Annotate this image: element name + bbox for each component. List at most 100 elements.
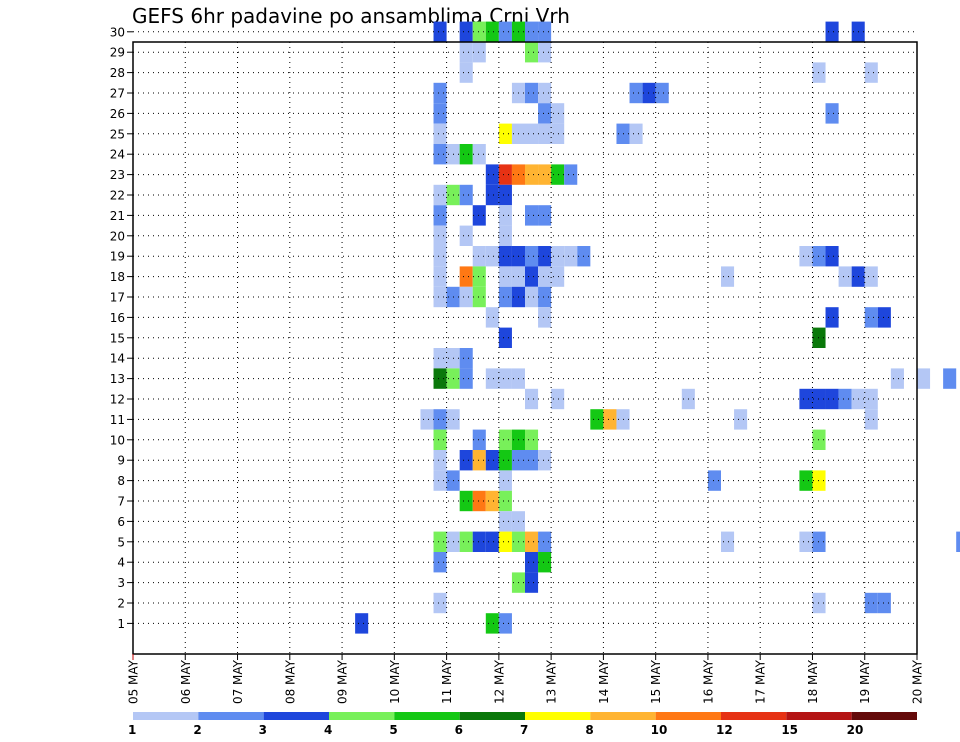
y-tick-label: 9 [117, 454, 125, 468]
y-tick-label: 30 [110, 25, 125, 39]
heatmap-cell [538, 307, 552, 328]
heatmap-cell [812, 327, 826, 348]
heatmap-cell [525, 429, 539, 450]
heatmap-cell [812, 62, 826, 83]
heatmap-cell [538, 164, 552, 185]
y-tick-label: 25 [110, 127, 125, 141]
y-tick-label: 16 [110, 311, 125, 325]
y-tick-label: 23 [110, 168, 125, 182]
heatmap-cell [485, 531, 499, 552]
heatmap-cell [538, 450, 552, 471]
heatmap-cell [498, 613, 512, 634]
heatmap-cell [838, 388, 852, 410]
heatmap-cell [538, 266, 552, 287]
heatmap-cell [551, 266, 565, 287]
heatmap-cell [825, 103, 839, 124]
legend-label: 6 [455, 723, 463, 737]
y-tick-label: 13 [110, 372, 125, 386]
x-axis-ticks: 05 MAY 06 MAY 07 MAY 08 MAY 09 MAY 10 MAY 11 M… [127, 654, 925, 704]
heatmap-cell [525, 123, 539, 144]
heatmap-cell [433, 592, 447, 614]
legend-swatch [133, 712, 199, 720]
heatmap-cell [864, 409, 878, 430]
heatmap-cell [355, 613, 369, 634]
y-tick-label: 6 [117, 515, 125, 529]
heatmap-cell [812, 470, 826, 491]
heatmap-cell [538, 246, 552, 267]
y-tick-label: 26 [110, 107, 125, 121]
y-tick-label: 17 [110, 291, 125, 305]
y-tick-label: 2 [117, 597, 125, 611]
legend-swatch [590, 712, 656, 720]
heatmap-cells [355, 21, 960, 634]
heatmap-cell [498, 123, 512, 144]
legend-label: 10 [651, 723, 668, 737]
heatmap-cell [825, 307, 839, 328]
legend-label: 4 [324, 723, 332, 737]
heatmap-cell [890, 368, 904, 389]
x-tick-label: 16 MAY [701, 659, 715, 704]
heatmap-cell [538, 286, 552, 308]
heatmap-cell [538, 123, 552, 144]
heatmap-cell [864, 62, 878, 83]
x-tick-label: 09 MAY [336, 659, 350, 704]
legend-swatch [721, 712, 787, 720]
heatmap-cell [472, 266, 486, 287]
x-tick-label: 11 MAY [440, 659, 454, 704]
heatmap-cell [838, 266, 852, 287]
heatmap-cell [459, 490, 473, 512]
heatmap-cell [433, 348, 447, 369]
legend-swatch [655, 712, 721, 720]
legend-swatch [263, 712, 329, 720]
heatmap-cell [459, 368, 473, 389]
heatmap-cell [799, 388, 813, 410]
heatmap-cell [433, 21, 447, 42]
heatmap-cell [812, 388, 826, 410]
heatmap-cell [472, 490, 486, 512]
heatmap-cell [498, 490, 512, 512]
plot-frame [132, 41, 918, 655]
heatmap-cell [459, 184, 473, 206]
legend-label: 8 [585, 723, 593, 737]
heatmap-cell [525, 388, 539, 410]
y-tick-label: 1 [117, 617, 125, 631]
heatmap-cell [459, 531, 473, 552]
heatmap-cell [525, 205, 539, 226]
heatmap-cell [917, 368, 931, 389]
heatmap-cell [459, 348, 473, 369]
heatmap-cell [498, 450, 512, 471]
x-tick-label: 13 MAY [545, 659, 559, 704]
heatmap-cell [433, 246, 447, 267]
heatmap-cell [472, 205, 486, 226]
heatmap-cell [459, 450, 473, 471]
heatmap-cell [472, 450, 486, 471]
heatmap-cell [538, 82, 552, 104]
heatmap-cell [525, 286, 539, 308]
heatmap-cell [551, 103, 565, 124]
heatmap-cell [538, 531, 552, 552]
legend-swatch [851, 712, 917, 720]
y-tick-label: 7 [117, 495, 125, 509]
heatmap-cell [538, 42, 552, 63]
heatmap-cell [551, 388, 565, 410]
heatmap-cell [485, 613, 499, 634]
heatmap-cell [825, 388, 839, 410]
y-tick-label: 4 [117, 556, 125, 570]
heatmap-cell [459, 286, 473, 308]
x-tick-label: 15 MAY [649, 659, 663, 704]
heatmap-cell [433, 184, 447, 206]
heatmap-cell [812, 531, 826, 552]
x-tick-label: 19 MAY [858, 659, 872, 704]
heatmap-cell [799, 470, 813, 491]
heatmap-cell [433, 286, 447, 308]
heatmap-cell [472, 246, 486, 267]
heatmap-cell [433, 368, 447, 389]
y-tick-label: 21 [110, 209, 125, 223]
heatmap-cell [433, 531, 447, 552]
heatmap-cell [525, 266, 539, 287]
heatmap-cell [459, 42, 473, 63]
heatmap-cell [485, 450, 499, 471]
x-tick-label: 20 MAY [911, 659, 925, 704]
legend-label: 20 [847, 723, 864, 737]
heatmap-cell [498, 511, 512, 532]
